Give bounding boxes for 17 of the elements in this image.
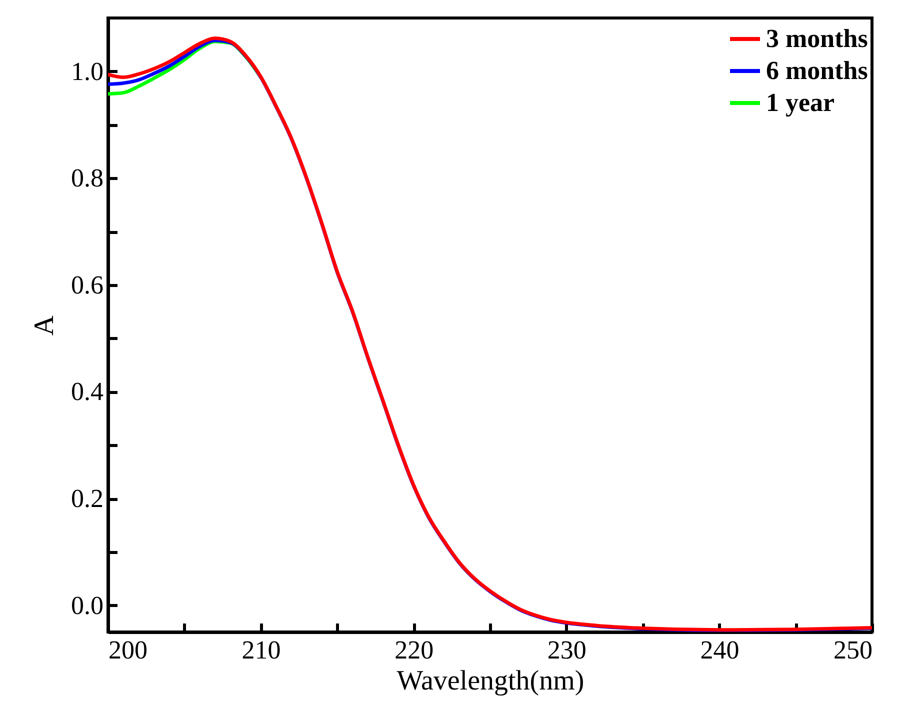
x-tick-label: 210 bbox=[242, 636, 281, 664]
x-tick-label: 200 bbox=[108, 636, 148, 664]
x-axis-title: Wavelength(nm) bbox=[396, 666, 584, 696]
y-tick-label: 0.6 bbox=[71, 270, 104, 300]
x-tick-label: 250 bbox=[834, 636, 872, 664]
y-tick-label: 0.8 bbox=[71, 164, 104, 193]
legend-label: 3 months bbox=[766, 24, 868, 53]
y-tick-label: 1.0 bbox=[71, 56, 104, 86]
y-tick-label: 0.4 bbox=[71, 377, 104, 406]
legend-label: 1 year bbox=[766, 88, 835, 117]
y-axis-title: A bbox=[29, 314, 60, 336]
legend-label: 6 months bbox=[766, 56, 868, 85]
x-tick-label: 230 bbox=[547, 636, 586, 664]
x-tick-label: 220 bbox=[394, 636, 434, 664]
y-tick-label: 0.2 bbox=[71, 484, 104, 514]
x-tick-label: 240 bbox=[700, 636, 740, 664]
y-tick-label: 0.0 bbox=[71, 590, 104, 620]
